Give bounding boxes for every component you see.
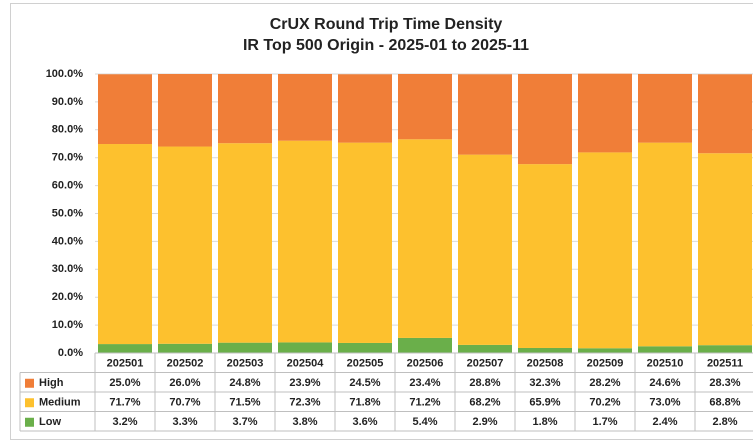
data-label: 5.4% bbox=[412, 416, 437, 428]
data-label: 65.9% bbox=[529, 397, 560, 409]
y-tick-label: 30.0% bbox=[52, 263, 83, 275]
y-tick-label: 70.0% bbox=[52, 152, 83, 164]
x-tick-label: 202503 bbox=[227, 358, 264, 370]
y-tick-label: 0.0% bbox=[58, 347, 83, 359]
data-label: 24.8% bbox=[229, 377, 260, 389]
data-label: 3.2% bbox=[112, 416, 137, 428]
x-tick-label: 202509 bbox=[587, 358, 624, 370]
bar-segment bbox=[458, 344, 512, 353]
x-tick-label: 202506 bbox=[407, 358, 444, 370]
chart-title: CrUX Round Trip Time Density bbox=[270, 16, 503, 33]
data-label: 2.8% bbox=[712, 416, 737, 428]
bar-segment bbox=[518, 347, 572, 353]
y-tick-label: 100.0% bbox=[46, 68, 84, 80]
bar-segment bbox=[518, 74, 572, 165]
data-label: 1.7% bbox=[592, 416, 617, 428]
bar-segment bbox=[338, 74, 392, 143]
data-label: 71.5% bbox=[229, 397, 260, 409]
bar-segment bbox=[398, 337, 452, 353]
bar-segment bbox=[278, 140, 332, 343]
legend-key bbox=[25, 417, 34, 427]
x-tick-label: 202502 bbox=[167, 358, 204, 370]
chart-subtitle: IR Top 500 Origin - 2025-01 to 2025-11 bbox=[243, 37, 529, 54]
data-label: 32.3% bbox=[529, 377, 560, 389]
bar-segment bbox=[278, 342, 332, 353]
data-label: 24.6% bbox=[649, 377, 680, 389]
data-label: 23.4% bbox=[409, 377, 440, 389]
data-label: 3.6% bbox=[352, 416, 377, 428]
data-label: 23.9% bbox=[289, 377, 320, 389]
bar-segment bbox=[458, 154, 512, 345]
bar-segment bbox=[698, 345, 752, 353]
y-tick-label: 90.0% bbox=[52, 96, 83, 108]
x-tick-label: 202508 bbox=[527, 358, 564, 370]
data-label: 28.3% bbox=[709, 377, 740, 389]
data-label: 2.4% bbox=[652, 416, 677, 428]
bar-segment bbox=[338, 342, 392, 353]
data-label: 24.5% bbox=[349, 377, 380, 389]
data-label: 71.8% bbox=[349, 397, 380, 409]
data-label: 72.3% bbox=[289, 397, 320, 409]
bar-segment bbox=[638, 346, 692, 353]
bar-segment bbox=[398, 74, 452, 140]
x-tick-label: 202510 bbox=[647, 358, 684, 370]
legend-label: High bbox=[39, 377, 64, 389]
data-label: 2.9% bbox=[472, 416, 497, 428]
x-tick-label: 202507 bbox=[467, 358, 504, 370]
data-label: 71.7% bbox=[109, 397, 140, 409]
bar-segment bbox=[158, 343, 212, 353]
y-tick-label: 10.0% bbox=[52, 319, 83, 331]
x-tick-label: 202505 bbox=[347, 358, 384, 370]
legend-key bbox=[25, 378, 34, 388]
bar-segment bbox=[518, 164, 572, 348]
bar-segment bbox=[218, 74, 272, 144]
y-tick-label: 80.0% bbox=[52, 124, 83, 136]
data-label: 71.2% bbox=[409, 397, 440, 409]
bar-segment bbox=[458, 74, 512, 155]
data-label: 73.0% bbox=[649, 397, 680, 409]
data-label: 70.7% bbox=[169, 397, 200, 409]
bar-segment bbox=[218, 143, 272, 343]
data-label: 26.0% bbox=[169, 377, 200, 389]
bar-segment bbox=[158, 74, 212, 147]
legend-key bbox=[25, 398, 34, 408]
bar-segment bbox=[98, 144, 152, 345]
bar-segment bbox=[578, 73, 632, 153]
bar-segment bbox=[638, 142, 692, 347]
bar-segment bbox=[698, 74, 752, 154]
data-label: 68.8% bbox=[709, 397, 740, 409]
legend-label: Medium bbox=[39, 397, 81, 409]
data-label: 70.2% bbox=[589, 397, 620, 409]
data-label: 28.8% bbox=[469, 377, 500, 389]
bar-segment bbox=[98, 344, 152, 353]
x-tick-label: 202504 bbox=[287, 358, 325, 370]
bar-segment bbox=[578, 348, 632, 353]
bar-segment bbox=[218, 342, 272, 353]
data-label: 68.2% bbox=[469, 397, 500, 409]
data-label: 25.0% bbox=[109, 377, 140, 389]
data-label: 3.3% bbox=[172, 416, 197, 428]
x-tick-label: 202511 bbox=[707, 358, 743, 370]
bar-segment bbox=[398, 139, 452, 338]
bar-segment bbox=[338, 142, 392, 343]
bar-segment bbox=[158, 146, 212, 344]
y-tick-label: 60.0% bbox=[52, 180, 83, 192]
legend-label: Low bbox=[39, 416, 61, 428]
bar-segment bbox=[278, 74, 332, 141]
bar-segment bbox=[98, 74, 152, 145]
y-tick-label: 40.0% bbox=[52, 235, 83, 247]
data-label: 3.8% bbox=[292, 416, 317, 428]
x-tick-label: 202501 bbox=[107, 358, 144, 370]
data-label: 1.8% bbox=[532, 416, 557, 428]
data-label: 3.7% bbox=[232, 416, 257, 428]
data-label: 28.2% bbox=[589, 377, 620, 389]
bar-segment bbox=[578, 152, 632, 349]
y-tick-label: 50.0% bbox=[52, 207, 83, 219]
bar-segment bbox=[698, 153, 752, 346]
bar-segment bbox=[638, 74, 692, 143]
y-tick-label: 20.0% bbox=[52, 291, 83, 303]
